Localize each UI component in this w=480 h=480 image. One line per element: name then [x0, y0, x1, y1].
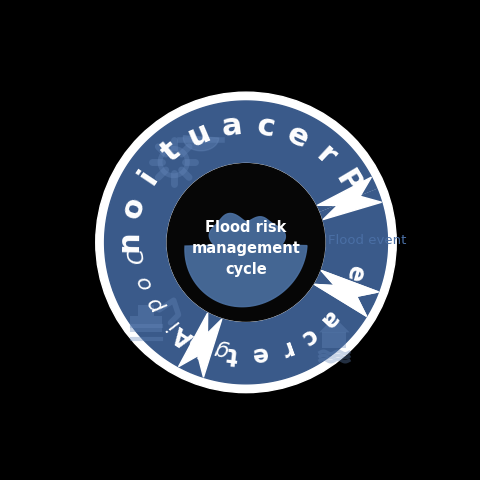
FancyBboxPatch shape: [130, 316, 162, 332]
FancyBboxPatch shape: [138, 305, 155, 316]
Text: a: a: [314, 305, 342, 333]
Text: e: e: [250, 341, 268, 367]
Circle shape: [167, 164, 325, 321]
Text: i: i: [166, 315, 183, 335]
Polygon shape: [105, 101, 377, 291]
Polygon shape: [183, 136, 219, 151]
Text: e: e: [340, 263, 368, 285]
Polygon shape: [113, 270, 215, 372]
Text: o: o: [132, 272, 156, 291]
Text: n: n: [186, 328, 207, 352]
Polygon shape: [314, 271, 378, 316]
Text: g: g: [212, 337, 230, 360]
Text: c: c: [254, 111, 277, 143]
Text: p: p: [144, 294, 169, 317]
Text: f: f: [198, 335, 216, 361]
Text: o: o: [117, 193, 151, 222]
Polygon shape: [318, 190, 387, 304]
Text: c: c: [296, 323, 321, 350]
Text: Flood risk
management
cycle: Flood risk management cycle: [192, 220, 300, 277]
FancyBboxPatch shape: [323, 332, 347, 348]
Text: u: u: [184, 117, 216, 152]
Polygon shape: [191, 277, 373, 384]
Text: P: P: [329, 166, 365, 199]
Polygon shape: [317, 177, 382, 219]
Text: A: A: [169, 321, 197, 351]
Polygon shape: [179, 313, 222, 377]
Text: t: t: [225, 341, 240, 367]
Text: i: i: [133, 165, 163, 190]
Text: r: r: [310, 141, 341, 172]
Text: e: e: [282, 120, 313, 155]
Text: r: r: [331, 287, 357, 309]
Text: a: a: [220, 110, 244, 142]
Text: r: r: [275, 335, 294, 361]
Text: C: C: [127, 247, 148, 264]
Text: n: n: [114, 230, 144, 252]
Polygon shape: [185, 214, 307, 307]
Polygon shape: [314, 271, 378, 316]
Polygon shape: [318, 190, 387, 304]
Circle shape: [96, 92, 396, 393]
Text: t: t: [156, 136, 186, 168]
Text: Flood event: Flood event: [328, 234, 407, 247]
Polygon shape: [319, 317, 349, 332]
